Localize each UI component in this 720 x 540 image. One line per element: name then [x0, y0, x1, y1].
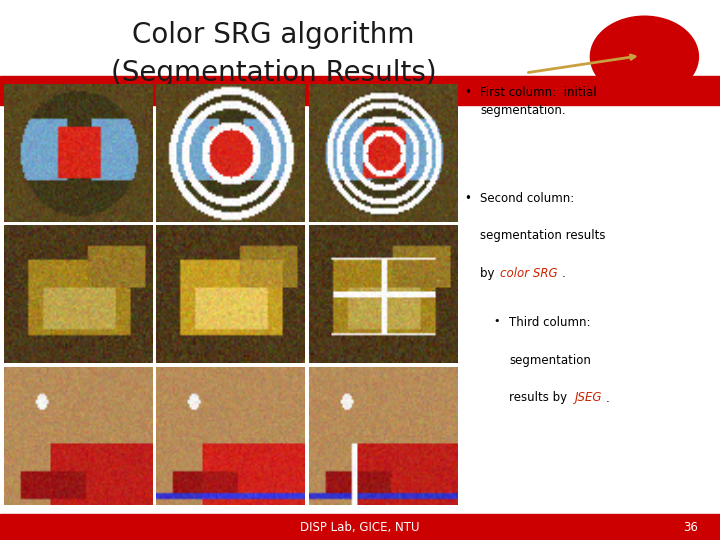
Circle shape	[635, 50, 654, 64]
Text: First column:  initial
segmentation.: First column: initial segmentation.	[480, 86, 597, 117]
Text: .: .	[562, 267, 565, 280]
Circle shape	[599, 23, 690, 91]
Text: by: by	[480, 267, 498, 280]
Text: Second column:: Second column:	[480, 192, 575, 205]
Text: segmentation: segmentation	[509, 354, 591, 367]
Circle shape	[608, 30, 680, 84]
Text: Third column:: Third column:	[509, 316, 590, 329]
Text: •: •	[464, 192, 472, 205]
Circle shape	[626, 43, 663, 71]
Text: •: •	[464, 86, 472, 99]
Text: JSEG: JSEG	[575, 392, 603, 404]
Text: 36: 36	[683, 521, 698, 534]
Bar	[0, 514, 720, 540]
Text: •: •	[493, 316, 500, 326]
Text: color SRG: color SRG	[500, 267, 558, 280]
Text: Color SRG algorithm: Color SRG algorithm	[132, 21, 415, 49]
Text: segmentation results: segmentation results	[480, 230, 606, 242]
Text: .: .	[606, 392, 609, 404]
Circle shape	[590, 16, 698, 97]
Text: DISP Lab, GICE, NTU: DISP Lab, GICE, NTU	[300, 521, 420, 534]
Circle shape	[617, 36, 672, 77]
Bar	[0, 76, 720, 105]
Text: (Segmentation Results): (Segmentation Results)	[111, 59, 436, 87]
Text: results by: results by	[509, 392, 571, 404]
